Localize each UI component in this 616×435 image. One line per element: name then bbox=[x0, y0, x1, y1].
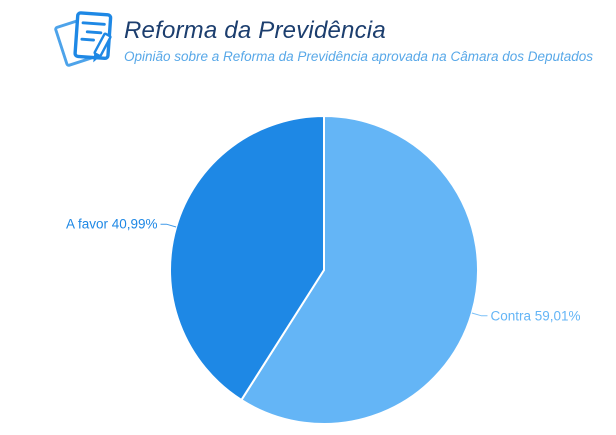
survey-papers-pencil-icon bbox=[54, 8, 116, 70]
pie-slice-a-favor[interactable] bbox=[169, 115, 325, 401]
pie-label-contra: Contra 59,01% bbox=[490, 308, 580, 323]
header-titles: Reforma da Previdência Opinião sobre a R… bbox=[124, 8, 593, 64]
pie-connector-contra bbox=[471, 312, 488, 317]
pie-label-a-favor: A favor 40,99% bbox=[66, 217, 158, 232]
pie-connector-a-favor bbox=[160, 223, 177, 228]
chart-header: Reforma da Previdência Opinião sobre a R… bbox=[54, 8, 593, 70]
chart-title: Reforma da Previdência bbox=[124, 17, 386, 44]
chart-subtitle: Opinião sobre a Reforma da Previdência a… bbox=[124, 49, 594, 65]
